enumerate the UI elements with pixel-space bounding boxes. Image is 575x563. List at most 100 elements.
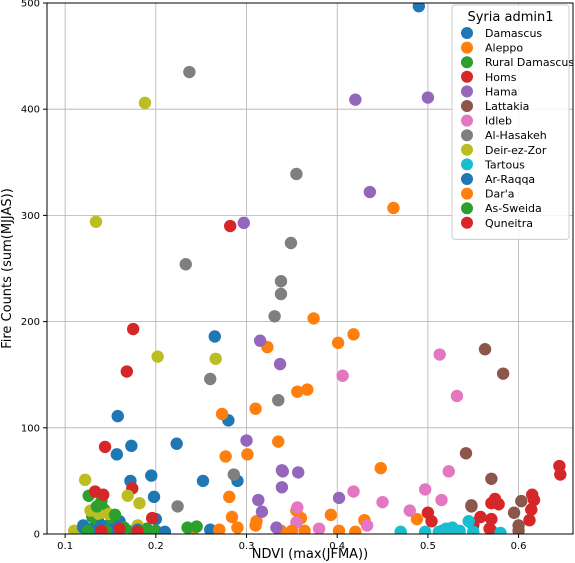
data-point-hama [275, 481, 289, 494]
data-point-hama [276, 465, 289, 478]
data-point-lattakia [459, 447, 473, 460]
data-point-homs [98, 440, 112, 454]
legend-label: Damascus [485, 27, 542, 40]
data-point-homs [523, 513, 536, 527]
legend-item: Quneitra [461, 216, 533, 230]
data-point-deir-ez-zor [78, 473, 92, 487]
data-point-deir-ez-zor [138, 96, 152, 110]
x-tick-label: 0.4 [329, 541, 345, 552]
data-point-idleb [312, 522, 326, 534]
data-point-al-hasakeh [227, 468, 241, 481]
legend-marker [461, 70, 473, 83]
data-point-aleppo [241, 448, 254, 461]
legend-marker [461, 129, 473, 142]
data-point-idleb [442, 465, 455, 478]
legend-label: Quneitra [485, 217, 533, 230]
data-point-damascus [208, 330, 221, 343]
data-point-al-hasakeh [204, 372, 217, 386]
data-point-tartous [432, 525, 445, 534]
data-point-idleb [403, 504, 416, 517]
legend-item: Deir-ez-Zor [461, 143, 547, 157]
data-point-homs [485, 512, 498, 526]
data-point-homs [223, 219, 237, 233]
data-point-aleppo [332, 524, 346, 534]
data-point-as-sweida [108, 508, 122, 522]
legend-box [451, 4, 570, 240]
data-point-dar-a [231, 521, 244, 534]
data-point-al-hasakeh [171, 500, 184, 513]
data-point-deir-ez-zor [151, 350, 164, 363]
legend-label: As-Sweida [485, 202, 542, 215]
data-point-hama [363, 185, 377, 199]
data-point-damascus [111, 409, 124, 423]
data-point-as-sweida [90, 500, 104, 513]
legend-marker [461, 114, 473, 127]
data-point-rural-damascus [190, 520, 203, 533]
data-point-ar-raqqa [158, 525, 172, 534]
data-point-tartous [394, 525, 407, 534]
legend-item: Al-Hasakeh [461, 129, 547, 142]
data-point-dar-a [349, 525, 362, 534]
legend-marker [461, 202, 473, 215]
data-point-hama [332, 491, 346, 505]
x-axis-title: NDVI (max(JFMA)) [252, 547, 368, 562]
data-point-hama [240, 434, 253, 447]
data-point-hama [253, 334, 267, 347]
data-point-tartous [494, 526, 507, 534]
data-point-quneitra [131, 525, 144, 534]
data-point-hama [255, 505, 269, 518]
data-point-homs [425, 515, 438, 528]
x-tick-label: 0.2 [148, 541, 164, 552]
legend-item: Ar-Raqqa [461, 173, 535, 186]
data-point-idleb [435, 493, 448, 507]
legend-item: Dar'a [461, 187, 515, 201]
legend-marker [461, 158, 473, 171]
data-point-aleppo [225, 510, 239, 524]
data-point-hama [270, 521, 283, 534]
data-point-lattakia [496, 367, 510, 380]
data-point-homs [527, 493, 541, 507]
y-tick-label: 0 [34, 530, 40, 541]
data-point-idleb [450, 389, 464, 403]
data-point-damascus [412, 3, 426, 13]
legend-label: Dar'a [485, 188, 515, 201]
legend-label: Hama [485, 85, 517, 98]
data-point-tartous [467, 525, 480, 534]
data-point-lattakia [512, 524, 525, 534]
data-point-aleppo [272, 435, 285, 448]
x-tick-label: 0.3 [239, 541, 255, 552]
data-point-idleb [347, 485, 360, 498]
data-point-dar-a [213, 523, 226, 534]
data-point-deir-ez-zor [89, 215, 103, 228]
data-point-hama [421, 91, 435, 104]
legend-marker [461, 85, 473, 98]
data-point-al-hasakeh [284, 236, 298, 250]
legend-marker [461, 27, 473, 39]
data-point-rural-damascus [181, 521, 194, 534]
data-point-aleppo [374, 461, 387, 475]
y-axis-title: Fire Counts (sum(MJJAS)) [0, 188, 15, 349]
data-point-tartous [453, 524, 466, 534]
legend-item: As-Sweida [461, 202, 542, 215]
data-point-deir-ez-zor [121, 489, 134, 502]
legend-item: Idleb [461, 114, 512, 128]
data-point-lattakia [478, 343, 492, 356]
data-point-homs [97, 488, 110, 501]
data-point-lattakia [507, 506, 521, 519]
data-point-aleppo [307, 312, 320, 325]
data-point-damascus [145, 469, 158, 482]
legend-title: Syria admin1 [467, 10, 553, 25]
data-point-tartous [462, 515, 475, 528]
data-point-al-hasakeh [290, 167, 303, 181]
legend-label: Aleppo [485, 42, 523, 55]
data-point-idleb [291, 501, 304, 514]
legend-item: Hama [461, 85, 517, 98]
legend-item: Lattakia [461, 100, 529, 113]
data-point-homs [525, 503, 538, 516]
y-tick-label: 500 [21, 0, 40, 10]
data-point-hama [292, 466, 305, 479]
data-point-homs [120, 365, 134, 378]
data-point-as-sweida [81, 524, 95, 534]
data-point-hama [237, 216, 250, 230]
